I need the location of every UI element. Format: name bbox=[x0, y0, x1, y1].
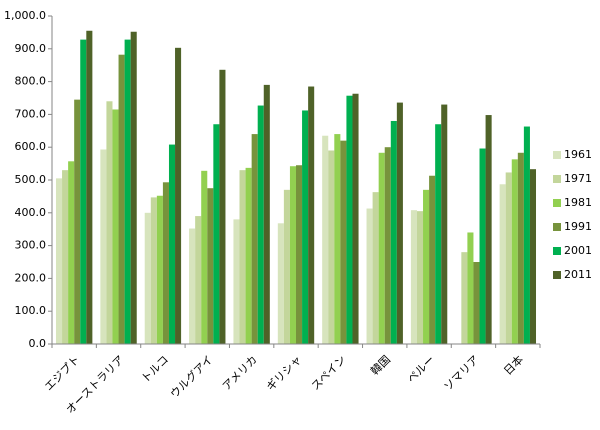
x-tick-label: トルコ bbox=[139, 353, 171, 385]
bar bbox=[100, 149, 107, 344]
bar bbox=[499, 184, 506, 344]
y-tick-label: 900.0 bbox=[15, 42, 47, 55]
bar bbox=[529, 169, 537, 344]
bar bbox=[130, 31, 137, 345]
bar bbox=[233, 219, 240, 344]
y-tick-label: 100.0 bbox=[15, 304, 47, 317]
legend-label: 1961 bbox=[564, 148, 592, 161]
bar bbox=[473, 262, 480, 344]
bar bbox=[423, 189, 430, 344]
bar bbox=[86, 30, 93, 344]
y-tick-label: 800.0 bbox=[15, 75, 47, 88]
legend-swatch bbox=[553, 199, 561, 207]
bar bbox=[390, 120, 397, 345]
bar bbox=[296, 165, 303, 344]
bar bbox=[219, 69, 226, 345]
x-tick-label: 日本 bbox=[501, 352, 526, 377]
y-tick-label: 300.0 bbox=[15, 239, 47, 252]
legend-swatch bbox=[553, 271, 561, 279]
bar bbox=[352, 93, 359, 345]
bar bbox=[257, 105, 264, 344]
bar bbox=[416, 211, 424, 344]
bar bbox=[505, 172, 512, 344]
bar bbox=[479, 148, 486, 344]
x-tick-label: ギリシャ bbox=[264, 353, 304, 393]
bar bbox=[283, 189, 290, 344]
y-tick-label: 400.0 bbox=[15, 206, 47, 219]
legend-swatch bbox=[553, 223, 561, 231]
bar bbox=[302, 110, 309, 345]
bar bbox=[80, 39, 87, 345]
legend-label: 1971 bbox=[564, 172, 592, 185]
bar bbox=[150, 197, 157, 344]
bar bbox=[168, 144, 176, 344]
bar bbox=[106, 101, 113, 344]
y-tick-label: 500.0 bbox=[15, 173, 47, 186]
bar bbox=[112, 109, 119, 344]
bar bbox=[396, 102, 403, 344]
bar bbox=[124, 39, 131, 345]
x-tick-label: ソマリア bbox=[441, 353, 481, 393]
legend-swatch bbox=[553, 151, 561, 159]
legend-label: 2001 bbox=[564, 244, 592, 257]
bar bbox=[467, 232, 474, 344]
x-tick-label: アメリカ bbox=[220, 353, 260, 393]
bar bbox=[322, 135, 329, 344]
bar bbox=[384, 147, 391, 344]
bar bbox=[189, 228, 196, 344]
bar bbox=[328, 150, 335, 344]
x-tick-label: ウルグアイ bbox=[167, 352, 215, 400]
bar bbox=[144, 212, 151, 344]
bar bbox=[74, 99, 81, 344]
bar bbox=[410, 210, 417, 344]
bar bbox=[461, 252, 468, 344]
x-tick-label: 韓国 bbox=[368, 353, 393, 378]
bar bbox=[435, 124, 442, 345]
bar bbox=[245, 167, 252, 344]
y-tick-label: 1,000.0 bbox=[4, 9, 46, 22]
bar bbox=[517, 152, 524, 344]
bar bbox=[485, 115, 492, 344]
legend-label: 2011 bbox=[564, 268, 592, 281]
y-tick-label: 700.0 bbox=[15, 107, 47, 120]
y-tick-label: 200.0 bbox=[15, 271, 47, 284]
bar bbox=[201, 170, 208, 344]
bar bbox=[251, 134, 258, 344]
bar bbox=[68, 161, 75, 344]
x-tick-label: ペルー bbox=[405, 353, 438, 386]
bar bbox=[523, 126, 530, 344]
bar bbox=[277, 223, 284, 344]
bar bbox=[511, 159, 518, 344]
bar bbox=[441, 104, 448, 344]
legend-swatch bbox=[553, 247, 561, 255]
legend-label: 1991 bbox=[564, 220, 592, 233]
bar bbox=[207, 188, 214, 344]
bar bbox=[175, 47, 182, 344]
x-tick-label: スペイン bbox=[309, 353, 349, 393]
legend-swatch bbox=[553, 175, 561, 183]
bar bbox=[340, 140, 347, 344]
bar bbox=[378, 152, 385, 344]
bar bbox=[372, 192, 379, 344]
bar bbox=[213, 124, 220, 345]
bar bbox=[239, 170, 246, 344]
bar bbox=[308, 86, 315, 345]
legend-label: 1981 bbox=[564, 196, 592, 209]
bar bbox=[429, 175, 436, 344]
bar bbox=[62, 170, 69, 344]
bar bbox=[118, 54, 125, 344]
bar bbox=[346, 95, 353, 344]
bar bbox=[195, 216, 202, 344]
bar bbox=[55, 178, 63, 344]
bar bbox=[366, 208, 373, 344]
bar bbox=[156, 195, 163, 344]
y-tick-label: 0.0 bbox=[29, 337, 47, 350]
bar bbox=[334, 134, 341, 344]
y-tick-label: 600.0 bbox=[15, 140, 47, 153]
x-tick-label: エジプト bbox=[42, 353, 82, 393]
bar bbox=[263, 84, 270, 344]
bar bbox=[289, 166, 296, 344]
bar bbox=[162, 182, 169, 344]
